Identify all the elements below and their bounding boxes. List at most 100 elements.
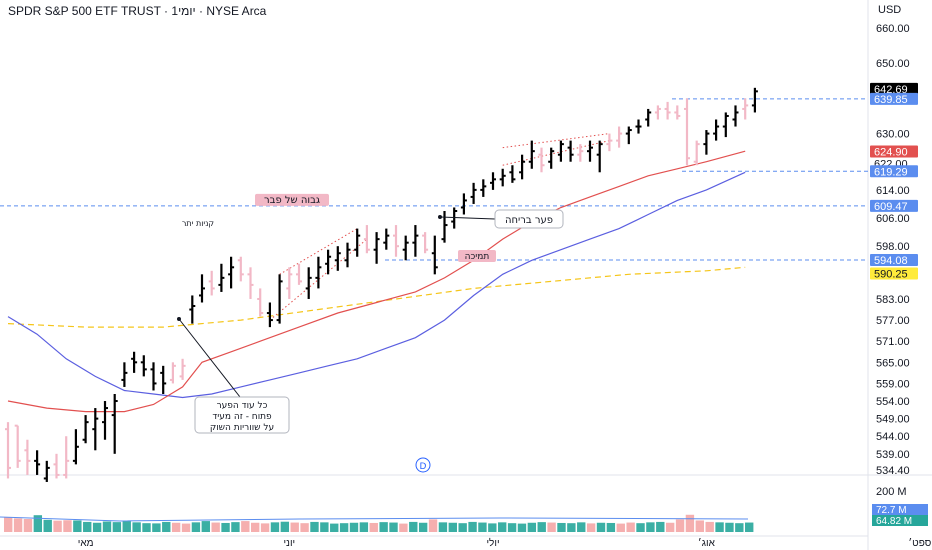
time-tick-label: אוג׳ bbox=[698, 538, 716, 549]
ohlc-bar bbox=[528, 140, 535, 169]
volume-bar bbox=[498, 522, 507, 532]
flag-lower-line bbox=[502, 140, 610, 166]
gap-note-line: פתוח - זה מעיד bbox=[212, 412, 272, 422]
ohlc-bar bbox=[625, 126, 632, 145]
price-tick-label: 534.40 bbox=[876, 465, 910, 477]
volume-bar bbox=[122, 521, 131, 532]
dividend-marker bbox=[415, 457, 431, 473]
ma-blue-line bbox=[7, 171, 746, 399]
gap-note-pointer bbox=[178, 318, 241, 398]
volume-bar bbox=[567, 523, 576, 532]
currency-label[interactable]: USD bbox=[878, 4, 902, 16]
ohlc-bar bbox=[684, 98, 690, 166]
volume-bar bbox=[705, 521, 714, 532]
feb-high-label: גבוה של פבר bbox=[264, 195, 320, 206]
ohlc-bar bbox=[199, 274, 205, 303]
gap-note-box bbox=[194, 396, 290, 434]
price-tick-label: 660.00 bbox=[876, 23, 910, 35]
price-badge: 624.90 bbox=[874, 147, 908, 159]
volume-bar bbox=[83, 521, 92, 532]
ohlc-bar bbox=[713, 119, 720, 141]
ohlc-bar bbox=[286, 267, 293, 299]
volume-bar bbox=[162, 521, 171, 532]
feb-high-label-bg bbox=[255, 193, 329, 206]
volume-bar bbox=[438, 522, 448, 532]
volume-bar bbox=[181, 523, 191, 532]
ohlc-bar bbox=[616, 126, 623, 148]
breakout-pointer-dot bbox=[438, 215, 442, 219]
volume-bar bbox=[92, 522, 102, 532]
ohlc-bar bbox=[557, 140, 564, 162]
support-label-bg bbox=[458, 250, 496, 262]
volume-bar bbox=[152, 523, 161, 532]
volume-bar bbox=[695, 520, 704, 532]
volume-bar bbox=[577, 522, 586, 532]
volume-bar bbox=[270, 522, 280, 532]
volume-bar bbox=[300, 523, 309, 532]
volume-bar bbox=[251, 522, 260, 532]
volume-bar bbox=[646, 522, 655, 532]
ohlc-bar bbox=[102, 401, 108, 440]
ohlc-bar bbox=[577, 144, 584, 162]
volume-bar bbox=[735, 523, 744, 532]
volume-bar bbox=[389, 522, 398, 532]
ohlc-bar bbox=[305, 267, 312, 299]
volume-bar bbox=[102, 521, 112, 532]
volume-bar bbox=[191, 522, 201, 532]
price-badge-bg bbox=[870, 267, 918, 280]
volume-bar bbox=[547, 522, 556, 532]
ohlc-bar bbox=[654, 105, 661, 120]
ohlc-bar bbox=[499, 168, 506, 187]
volume-bar bbox=[290, 522, 299, 532]
ohlc-bar bbox=[703, 130, 710, 155]
ohlc-bar bbox=[53, 453, 60, 479]
volume-bar bbox=[171, 522, 181, 532]
ohlc-bar bbox=[373, 232, 380, 264]
ohlc-bar bbox=[480, 179, 487, 197]
price-badge: 594.08 bbox=[874, 255, 908, 267]
ohlc-bar bbox=[276, 274, 283, 324]
price-tick-label: 544.00 bbox=[876, 431, 910, 443]
ohlc-bar bbox=[14, 424, 21, 468]
ohlc-bar bbox=[402, 235, 409, 261]
ohlc-bar bbox=[296, 263, 302, 285]
volume-bar bbox=[478, 522, 487, 532]
ohlc-bar bbox=[645, 108, 652, 127]
volume-bar bbox=[745, 522, 754, 532]
volume-bar bbox=[142, 523, 151, 532]
volume-bar bbox=[418, 522, 428, 532]
ohlc-bar bbox=[490, 172, 496, 190]
volume-bar bbox=[458, 523, 467, 532]
gap-note-line: כל עוד הפער bbox=[217, 401, 268, 411]
volume-bar bbox=[310, 521, 319, 532]
ohlc-bar bbox=[247, 267, 254, 299]
ohlc-bar bbox=[538, 147, 545, 173]
volume-bar bbox=[13, 518, 23, 532]
ohlc-bar bbox=[63, 436, 70, 479]
volume-bar bbox=[221, 522, 230, 532]
time-tick-label: ספט׳ bbox=[908, 538, 931, 549]
volume-bar bbox=[349, 522, 359, 532]
ohlc-bar bbox=[92, 408, 99, 451]
time-tick-label: מאי bbox=[78, 538, 94, 549]
ohlc-bar bbox=[111, 393, 118, 454]
ohlc-bar bbox=[325, 249, 332, 275]
ohlc-bar bbox=[5, 422, 11, 479]
price-tick-label: 554.00 bbox=[876, 396, 910, 408]
price-badge-bg bbox=[870, 165, 918, 178]
volume-bar bbox=[537, 522, 546, 532]
volume-bar bbox=[132, 522, 141, 532]
ohlc-bar bbox=[732, 105, 739, 127]
volume-bar bbox=[656, 521, 665, 532]
ohlc-bar bbox=[140, 355, 147, 377]
ohlc-bar bbox=[422, 232, 429, 254]
price-badge-bg bbox=[870, 253, 918, 266]
volume-bar bbox=[715, 522, 724, 532]
support-label: תמיכה bbox=[465, 252, 490, 262]
ohlc-bar bbox=[34, 450, 41, 475]
volume-bar bbox=[339, 523, 349, 532]
dividend-label: D bbox=[420, 462, 427, 472]
price-tick-label: 583.00 bbox=[876, 294, 910, 306]
ma-yellow-line bbox=[7, 266, 746, 328]
